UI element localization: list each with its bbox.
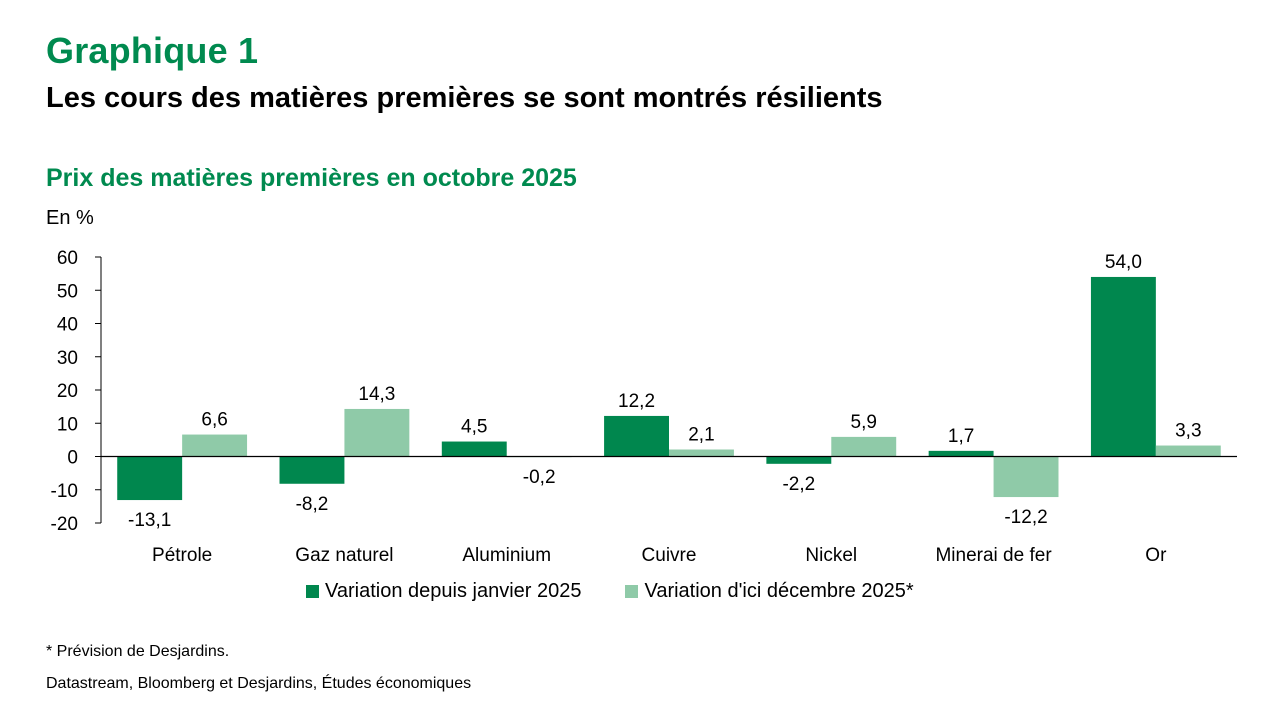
data-label: -12,2 xyxy=(1004,507,1047,528)
bar-series-2 xyxy=(182,434,248,457)
chart-title: Prix des matières premières en octobre 2… xyxy=(46,164,577,192)
legend-label-series-2: Variation d'ici décembre 2025* xyxy=(644,580,914,602)
bar-series-1 xyxy=(279,456,345,484)
data-label: 2,1 xyxy=(688,425,714,446)
bar-series-1 xyxy=(441,441,507,457)
bar-series-2 xyxy=(344,408,410,457)
data-label: -8,2 xyxy=(296,494,329,515)
x-category-label: Cuivre xyxy=(642,545,697,566)
data-label: 6,6 xyxy=(201,410,227,431)
data-labels-group: -13,1 -8,2 4,5 12,2 -2,2 1,7 54,0 6,6 14,3 -0,2 2,… xyxy=(128,252,1201,531)
bar-series-2 xyxy=(669,449,734,457)
y-tick-label: 10 xyxy=(57,414,78,435)
data-label: 54,0 xyxy=(1105,252,1142,273)
data-label: 3,3 xyxy=(1175,421,1201,442)
legend-label-series-1: Variation depuis janvier 2025 xyxy=(325,580,582,602)
data-label: 1,7 xyxy=(948,426,974,447)
figure-label: Graphique 1 xyxy=(46,30,259,71)
x-category-label: Gaz naturel xyxy=(295,545,393,566)
bar-series-2 xyxy=(831,436,897,457)
legend-swatch-series-1 xyxy=(306,585,319,598)
footnote: * Prévision de Desjardins. xyxy=(46,643,230,660)
x-category-label: Minerai de fer xyxy=(935,545,1052,566)
x-category-label: Nickel xyxy=(805,545,857,566)
legend: Variation depuis janvier 2025 Variation … xyxy=(306,580,958,603)
data-label: 12,2 xyxy=(618,391,655,412)
y-tick-label: 0 xyxy=(67,448,78,469)
legend-swatch-series-2 xyxy=(625,585,639,598)
y-tick-label: 60 xyxy=(57,248,78,269)
y-tick-label: 50 xyxy=(57,281,78,302)
legend-item-series-2: Variation d'ici décembre 2025* xyxy=(625,580,914,603)
x-category-label: Or xyxy=(1145,545,1167,566)
y-axis-unit-label: En % xyxy=(46,207,94,229)
source-note: Datastream, Bloomberg et Desjardins, Étu… xyxy=(46,675,472,692)
y-tick-label: 40 xyxy=(57,315,78,336)
data-label: 14,3 xyxy=(358,384,395,405)
axes-group: 60 50 40 30 20 10 0 -10 -20 Pétrole Gaz naturel Alu… xyxy=(51,248,1237,566)
y-tick-label: -10 xyxy=(51,481,78,502)
y-tick-label: -20 xyxy=(51,514,78,535)
data-label: 4,5 xyxy=(461,417,487,438)
bar-series-1 xyxy=(1090,276,1156,457)
bar-series-2 xyxy=(993,456,1059,498)
bar-series-2 xyxy=(1155,445,1221,457)
bars-group xyxy=(117,276,1221,501)
bar-series-1 xyxy=(604,415,669,457)
y-tick-label: 30 xyxy=(57,348,78,369)
x-category-label: Pétrole xyxy=(152,545,212,566)
bar-series-1 xyxy=(117,456,183,501)
legend-item-series-1: Variation depuis janvier 2025 xyxy=(306,580,581,603)
data-label: -2,2 xyxy=(782,474,815,495)
headline: Les cours des matières premières se sont… xyxy=(46,82,883,114)
data-label: -13,1 xyxy=(128,510,171,531)
data-label: -0,2 xyxy=(523,467,556,488)
bar-series-1 xyxy=(766,456,832,464)
data-label: 5,9 xyxy=(851,412,877,433)
bar-series-1 xyxy=(928,450,994,457)
y-tick-label: 20 xyxy=(57,381,78,402)
x-category-label: Aluminium xyxy=(462,545,551,566)
